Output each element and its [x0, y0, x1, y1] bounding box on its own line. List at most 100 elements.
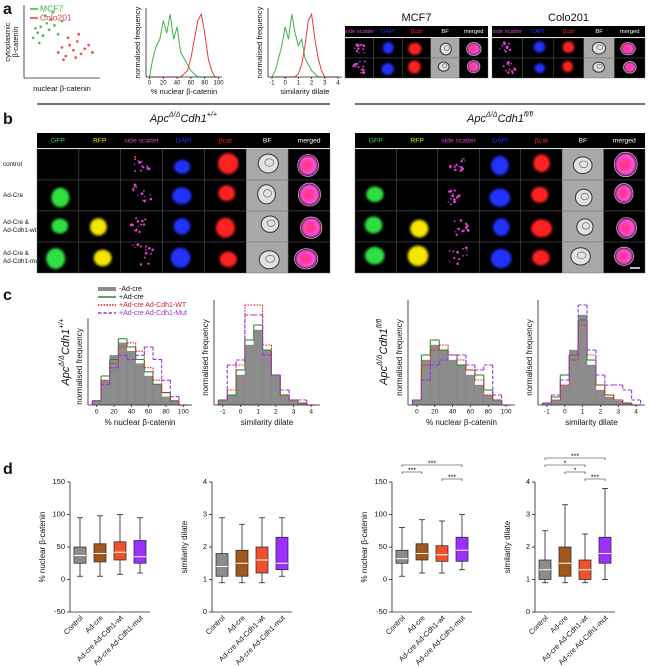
y-tick-label: 0	[383, 574, 387, 583]
channel-label: merged	[620, 29, 640, 35]
cell-detail	[580, 192, 589, 201]
cell-detail	[266, 219, 276, 227]
cell-merged	[304, 221, 317, 234]
channel-label: side scatter	[492, 29, 522, 35]
x-tick-label: 20	[110, 409, 118, 416]
cell-granule	[449, 198, 452, 200]
cell-signal	[531, 219, 552, 238]
cell-granule	[506, 62, 509, 66]
cell-outline	[466, 42, 482, 56]
genotype-title: ApcΔ/ΔCdh1fl/fl	[375, 319, 389, 386]
row-label: Ad-Cdh1-mut	[3, 258, 41, 265]
significance-bracket	[584, 478, 606, 481]
x-tick-label: 1	[297, 81, 301, 87]
channel-label: βcat	[219, 137, 232, 144]
image-tile	[78, 179, 121, 212]
cell-outline	[467, 60, 481, 73]
row-label: control	[3, 161, 22, 168]
cell-granule	[511, 70, 514, 73]
channel-label: βcat	[411, 29, 422, 35]
cell-detail	[443, 45, 450, 51]
scatter-point	[51, 10, 55, 14]
significance-bracket	[544, 464, 586, 467]
cell-granule	[456, 227, 459, 230]
x-tick-label: 3	[292, 409, 296, 416]
cell-granule	[133, 163, 136, 165]
significance-bracket	[401, 471, 423, 474]
scatter-point	[83, 47, 87, 51]
cell-granule	[450, 203, 452, 206]
cell-merged	[617, 251, 629, 262]
cell-granule	[501, 44, 503, 47]
cell-granule	[142, 166, 145, 169]
cell-granule	[145, 245, 148, 248]
x-axis-label: similarity dilate	[565, 418, 618, 427]
gene-name: Cdh1	[378, 328, 390, 354]
cell-granule	[132, 244, 134, 246]
gene-name: Apc	[149, 113, 169, 125]
significance-label: ***	[571, 453, 579, 460]
cell-outline	[623, 61, 637, 74]
y-tick-label: -50	[54, 607, 65, 616]
cell-signal	[170, 247, 191, 268]
superscript: Δ/Δ	[57, 355, 65, 368]
cell-brightfield	[258, 250, 280, 270]
cell-granule	[144, 196, 146, 198]
box	[133, 540, 147, 564]
y-tick-label: 4	[203, 477, 207, 486]
histogram-bar	[170, 400, 180, 406]
cell-granule	[146, 165, 149, 168]
significance-label: *	[574, 467, 577, 474]
image-tile	[36, 148, 80, 181]
cell-merged	[298, 253, 312, 265]
cell-granule	[463, 229, 466, 232]
cell-signal	[532, 249, 550, 266]
scatter-point	[87, 43, 90, 47]
histogram-line	[149, 12, 219, 78]
cell-granule	[357, 47, 360, 50]
row-label: Ad-Cre &	[3, 219, 30, 226]
histogram-bar	[118, 342, 128, 406]
cell-signal	[562, 41, 575, 53]
scatter-point	[53, 24, 56, 27]
x-tick-label: 20	[160, 81, 167, 87]
y-axis-label: normalised frequency	[395, 319, 404, 395]
significance-bracket	[564, 471, 586, 474]
cell-signal	[489, 188, 511, 207]
cell-granule	[147, 262, 150, 265]
cell-granule	[141, 219, 144, 223]
histogram-bar	[474, 384, 484, 406]
x-axis-label: similarity dilate	[241, 418, 294, 427]
cell-granule	[143, 199, 147, 203]
x-tick-label: 80	[201, 81, 208, 87]
histogram-bar	[456, 364, 467, 406]
box	[113, 541, 127, 561]
cell-granule	[357, 66, 360, 69]
significance-label: ***	[408, 467, 416, 474]
cell-granule	[453, 200, 456, 204]
cell-granule	[511, 71, 514, 74]
cell-granule	[460, 160, 463, 163]
cell-signal	[217, 153, 239, 175]
channel-label: BF	[579, 137, 588, 144]
cell-granule	[464, 222, 468, 226]
image-title: Colo201	[548, 12, 589, 24]
x-tick-label: 2	[599, 409, 603, 416]
cell-signal	[51, 187, 70, 208]
cell-granule	[466, 249, 468, 251]
x-tick-label: 60	[188, 81, 195, 87]
cell-granule	[456, 262, 459, 266]
row-label: Ad-Cre	[3, 192, 23, 199]
y-axis-label: % nuclear β-catenin	[360, 512, 369, 583]
significance-bracket	[401, 464, 463, 467]
cell-granule	[499, 48, 501, 50]
legend-label: -Ad-cre	[119, 286, 142, 293]
scatter-point	[68, 43, 71, 47]
cell-granule	[453, 165, 456, 168]
histogram-bar	[92, 400, 102, 406]
cell-granule	[353, 47, 356, 49]
cell-signal	[215, 217, 235, 238]
x-tick-label: 40	[128, 409, 136, 416]
y-tick-label: 100	[52, 509, 65, 518]
image-tile	[437, 210, 480, 243]
